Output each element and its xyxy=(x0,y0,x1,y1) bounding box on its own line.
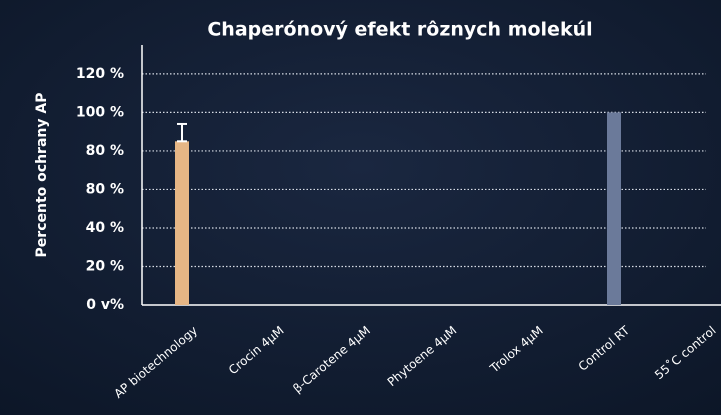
error-bar xyxy=(177,122,187,143)
y-axis-label: Percento ochrany AP xyxy=(34,93,50,258)
bar xyxy=(175,141,189,305)
y-tick-label: 40 % xyxy=(86,220,124,236)
y-tick-label: 120 % xyxy=(76,66,124,82)
y-tick-label: 80 % xyxy=(86,181,124,197)
y-tick-label: 100 % xyxy=(76,104,124,120)
y-tick-label: 80 % xyxy=(86,143,124,159)
y-tick-label: 0 v% xyxy=(86,297,124,313)
bar xyxy=(607,112,621,305)
chart-title: Chaperónový efekt rôznych molekúl xyxy=(207,19,592,41)
y-tick-label: 20 % xyxy=(86,258,124,274)
